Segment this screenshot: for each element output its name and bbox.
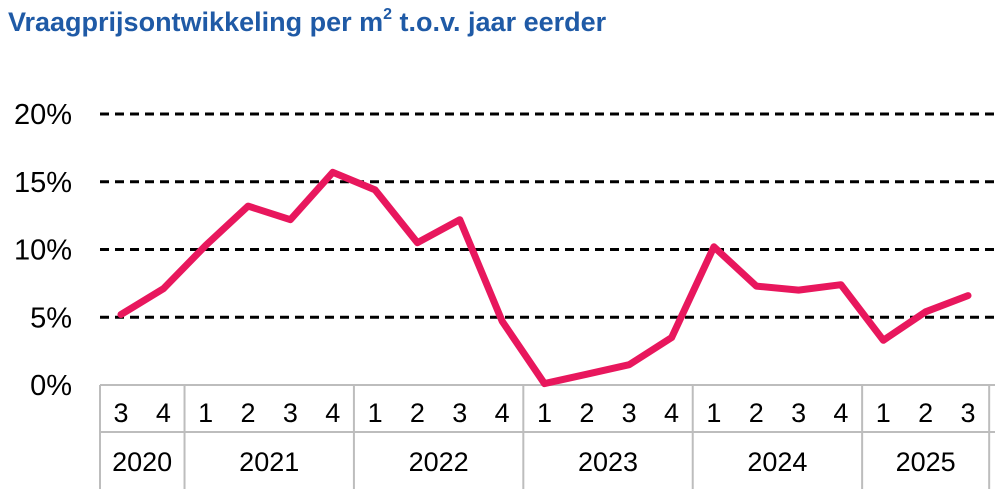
y-tick-label: 0% bbox=[30, 370, 72, 402]
x-quarter-label: 2 bbox=[410, 398, 425, 428]
x-year-label: 2023 bbox=[578, 447, 638, 477]
data-point bbox=[840, 284, 842, 286]
x-quarter-label: 3 bbox=[791, 398, 806, 428]
x-quarter-label: 4 bbox=[325, 398, 340, 428]
x-quarter-label: 3 bbox=[283, 398, 298, 428]
data-point bbox=[798, 289, 800, 291]
y-tick-label: 15% bbox=[14, 167, 72, 199]
x-quarter-label: 1 bbox=[198, 398, 213, 428]
data-point bbox=[205, 244, 207, 246]
y-tick-label: 20% bbox=[14, 99, 72, 131]
y-tick-label: 5% bbox=[30, 302, 72, 334]
x-year-label: 2020 bbox=[112, 447, 172, 477]
x-quarter-label: 3 bbox=[452, 398, 467, 428]
data-point bbox=[586, 373, 588, 375]
data-point bbox=[289, 219, 291, 221]
data-point bbox=[967, 295, 969, 297]
x-year-label: 2021 bbox=[239, 447, 299, 477]
x-quarter-label: 1 bbox=[368, 398, 383, 428]
x-quarter-label: 4 bbox=[664, 398, 679, 428]
data-point bbox=[713, 246, 715, 248]
data-point bbox=[671, 337, 673, 339]
x-quarter-label: 2 bbox=[749, 398, 764, 428]
data-point bbox=[120, 314, 122, 316]
data-point bbox=[755, 285, 757, 287]
x-quarter-label: 4 bbox=[833, 398, 848, 428]
x-quarter-label: 2 bbox=[918, 398, 933, 428]
x-quarter-label: 2 bbox=[579, 398, 594, 428]
x-year-label: 2022 bbox=[409, 447, 469, 477]
data-point bbox=[925, 311, 927, 313]
data-point bbox=[162, 288, 164, 290]
title-superscript: 2 bbox=[383, 6, 393, 23]
data-point bbox=[416, 242, 418, 244]
x-quarter-label: 3 bbox=[622, 398, 637, 428]
x-quarter-label: 4 bbox=[495, 398, 510, 428]
x-year-label: 2025 bbox=[896, 447, 956, 477]
y-tick-label: 10% bbox=[14, 235, 72, 267]
data-point bbox=[628, 364, 630, 366]
data-point bbox=[882, 339, 884, 341]
x-quarter-label: 1 bbox=[706, 398, 721, 428]
data-point bbox=[374, 189, 376, 191]
x-quarter-label: 1 bbox=[876, 398, 891, 428]
chart-title: Vraagprijsontwikkeling per m2 t.o.v. jaa… bbox=[8, 6, 607, 38]
series-line bbox=[117, 168, 972, 388]
x-quarter-label: 3 bbox=[113, 398, 128, 428]
data-point bbox=[501, 320, 503, 322]
x-quarter-label: 3 bbox=[960, 398, 975, 428]
data-point bbox=[332, 171, 334, 173]
data-point bbox=[247, 205, 249, 207]
data-point bbox=[544, 383, 545, 385]
data-point bbox=[459, 219, 461, 221]
x-quarter-label: 2 bbox=[241, 398, 256, 428]
x-quarter-label: 1 bbox=[537, 398, 552, 428]
x-year-label: 2024 bbox=[747, 447, 807, 477]
x-quarter-label: 4 bbox=[156, 398, 171, 428]
